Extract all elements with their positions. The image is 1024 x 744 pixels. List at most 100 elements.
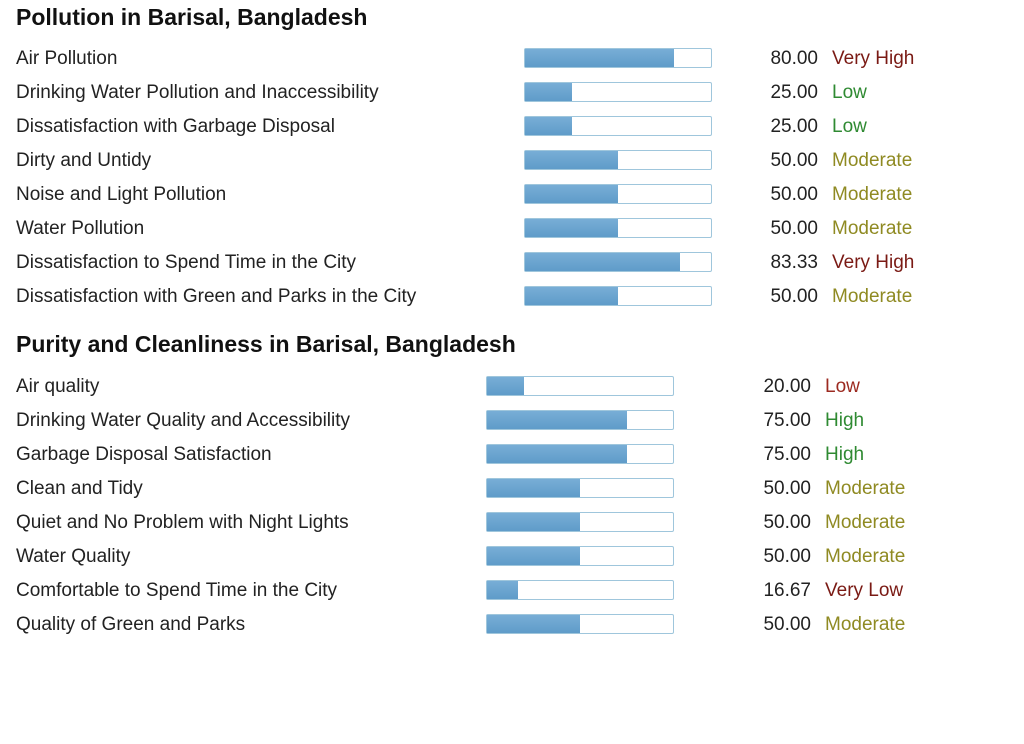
progress-bar-fill [525,219,618,237]
progress-bar-fill [487,615,580,633]
table-row: Dissatisfaction with Green and Parks in … [0,280,1024,314]
table-row: Comfortable to Spend Time in the City 16.… [0,574,1024,608]
pollution-section-title: Pollution in Barisal, Bangladesh [16,4,368,30]
purity-section-title: Purity and Cleanliness in Barisal, Bangl… [16,331,516,357]
row-level: Moderate [825,546,906,567]
progress-bar-fill [525,287,618,305]
row-label: Drinking Water Pollution and Inaccessibi… [16,82,379,103]
table-row: Noise and Light Pollution 50.00 Moderate [0,178,1024,212]
row-value: 50.00 [770,150,818,171]
row-level: Low [832,82,867,103]
progress-bar [524,48,712,68]
row-level: Very High [832,48,915,69]
progress-bar-fill [487,445,627,463]
progress-bar-fill [525,49,674,67]
row-level: High [825,410,865,431]
row-label: Drinking Water Quality and Accessibility [16,410,351,431]
progress-bar [486,546,674,566]
row-value: 16.67 [763,580,811,601]
progress-bar-fill [525,83,572,101]
row-value: 50.00 [763,478,811,499]
row-label: Garbage Disposal Satisfaction [16,444,272,465]
row-value: 83.33 [770,252,818,273]
table-row: Water Quality 50.00 Moderate [0,540,1024,574]
progress-bar [486,614,674,634]
table-row: Quality of Green and Parks 50.00 Moderate [0,608,1024,642]
row-level: Moderate [832,218,913,239]
row-level: Moderate [832,184,913,205]
table-row: Garbage Disposal Satisfaction 75.00 High [0,438,1024,472]
row-label: Dissatisfaction with Garbage Disposal [16,116,335,137]
progress-bar [486,444,674,464]
progress-bar [524,184,712,204]
progress-bar-fill [525,253,680,271]
progress-bar-fill [487,513,580,531]
row-label: Dissatisfaction with Green and Parks in … [16,286,417,307]
progress-bar [486,376,674,396]
progress-bar [524,150,712,170]
progress-bar [486,580,674,600]
progress-bar [524,252,712,272]
progress-bar [486,512,674,532]
row-value: 50.00 [770,286,818,307]
progress-bar-fill [525,151,618,169]
row-value: 50.00 [770,184,818,205]
progress-bar-fill [487,581,518,599]
row-level: Moderate [825,478,906,499]
table-row: Air quality 20.00 Low [0,370,1024,404]
row-value: 25.00 [770,116,818,137]
row-level: Low [832,116,867,137]
pollution-table: Air Pollution 80.00 Very High Drinking Wate… [0,42,1024,314]
row-level: High [825,444,865,465]
table-row: Dirty and Untidy 50.00 Moderate [0,144,1024,178]
row-value: 50.00 [770,218,818,239]
purity-table: Air quality 20.00 Low Drinking Water Qualit… [0,370,1024,642]
progress-bar-fill [487,479,580,497]
row-value: 20.00 [763,376,811,397]
progress-bar [486,478,674,498]
table-row: Dissatisfaction with Garbage Disposal 25.… [0,110,1024,144]
row-level: Moderate [832,286,913,307]
progress-bar-fill [487,377,525,395]
row-label: Comfortable to Spend Time in the City [16,580,338,601]
table-row: Drinking Water Pollution and Inaccessibi… [0,76,1024,110]
row-value: 25.00 [770,82,818,103]
row-level: Low [825,376,860,397]
progress-bar-fill [487,411,627,429]
progress-bar [524,286,712,306]
progress-bar-fill [525,117,572,135]
row-label: Water Quality [16,546,131,567]
row-label: Noise and Light Pollution [16,184,227,205]
progress-bar [524,218,712,238]
table-row: Quiet and No Problem with Night Lights 50… [0,506,1024,540]
row-level: Very Low [825,580,904,601]
row-level: Moderate [832,150,913,171]
row-label: Clean and Tidy [16,478,143,499]
table-row: Drinking Water Quality and Accessibility… [0,404,1024,438]
table-row: Air Pollution 80.00 Very High [0,42,1024,76]
row-level: Moderate [825,614,906,635]
table-row: Water Pollution 50.00 Moderate [0,212,1024,246]
progress-bar [486,410,674,430]
row-label: Air quality [16,376,100,397]
row-value: 75.00 [763,410,811,431]
row-label: Dissatisfaction to Spend Time in the Cit… [16,252,357,273]
row-value: 50.00 [763,614,811,635]
table-row: Clean and Tidy 50.00 Moderate [0,472,1024,506]
table-row: Dissatisfaction to Spend Time in the Cit… [0,246,1024,280]
row-value: 50.00 [763,546,811,567]
row-level: Moderate [825,512,906,533]
row-value: 50.00 [763,512,811,533]
row-label: Quiet and No Problem with Night Lights [16,512,349,533]
row-value: 80.00 [770,48,818,69]
progress-bar-fill [525,185,618,203]
row-label: Quality of Green and Parks [16,614,246,635]
row-label: Air Pollution [16,48,118,69]
row-value: 75.00 [763,444,811,465]
progress-bar [524,82,712,102]
row-label: Dirty and Untidy [16,150,152,171]
progress-bar [524,116,712,136]
row-level: Very High [832,252,915,273]
row-label: Water Pollution [16,218,145,239]
progress-bar-fill [487,547,580,565]
